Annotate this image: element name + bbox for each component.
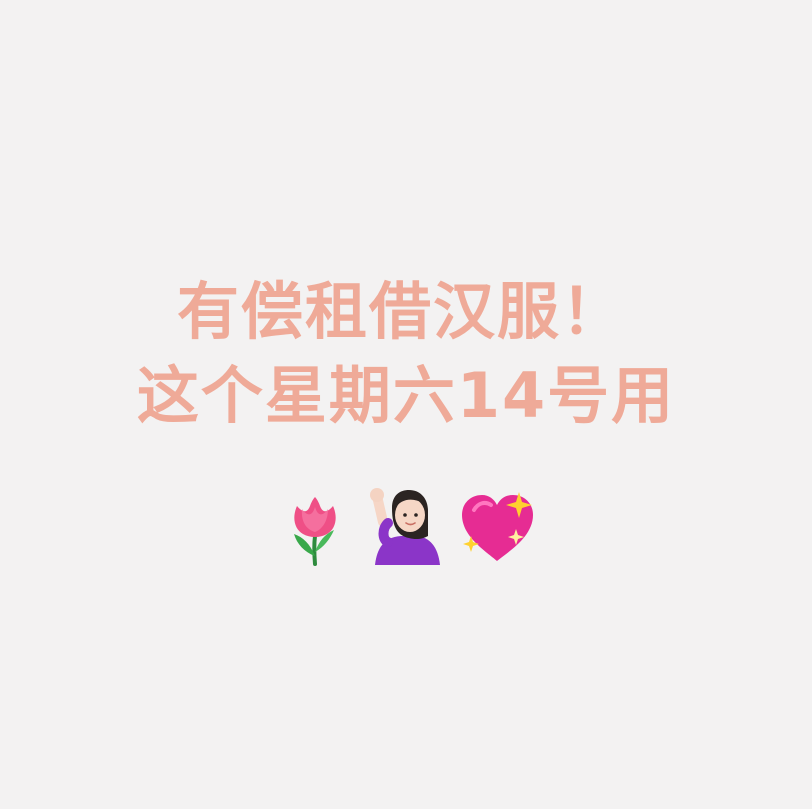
- emoji-row: [0, 486, 812, 566]
- person-raising-hand-icon: [363, 486, 449, 566]
- tulip-icon: [272, 486, 358, 566]
- headline: 有偿租借汉服！ 这个星期六14号用: [0, 270, 812, 438]
- sparkling-heart-icon: [454, 486, 540, 566]
- headline-line-2: 这个星期六14号用: [136, 359, 676, 432]
- headline-line-1: 有偿租借汉服！: [176, 275, 625, 348]
